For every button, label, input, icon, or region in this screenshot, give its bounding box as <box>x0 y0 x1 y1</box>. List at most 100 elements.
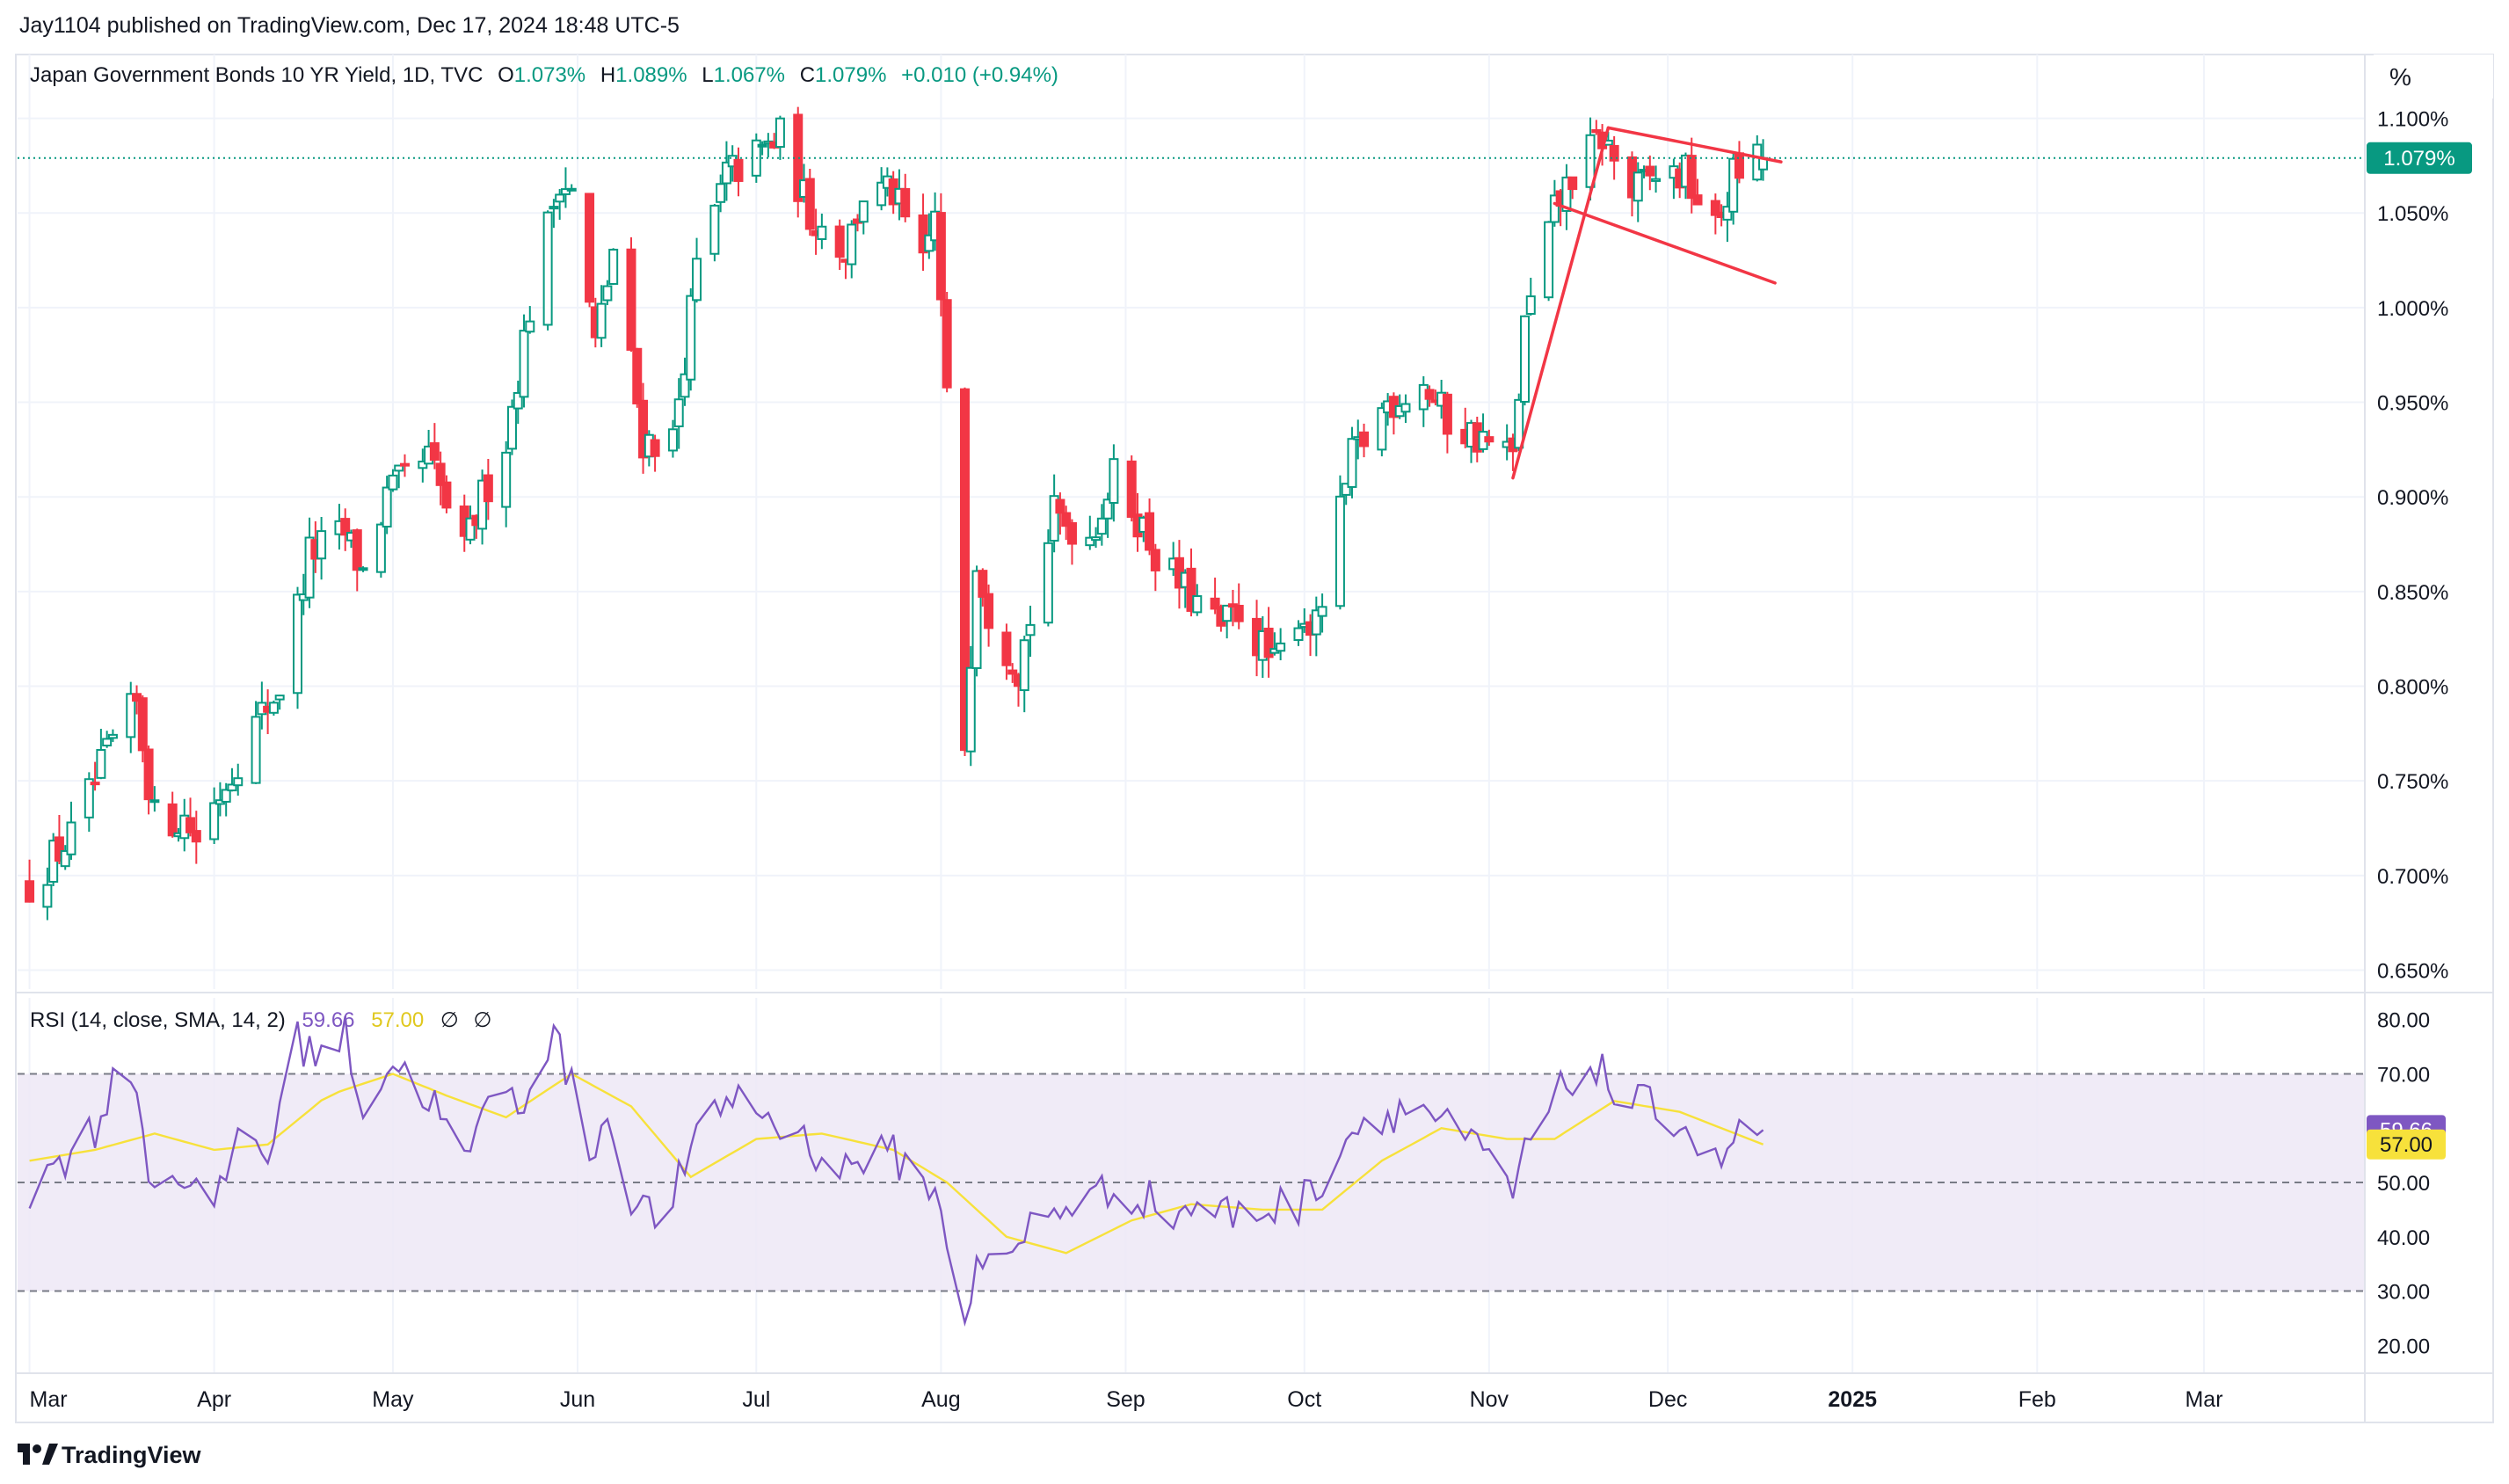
candle-body <box>1651 178 1662 182</box>
candle-body <box>817 225 827 241</box>
rsi-tick-label: 80.00 <box>2377 1009 2430 1033</box>
candle <box>1145 498 1155 556</box>
candle-body <box>1293 627 1304 642</box>
candle <box>1722 192 1733 243</box>
trendline <box>1553 201 1777 285</box>
candle <box>251 701 261 784</box>
candle <box>596 285 607 347</box>
candle-body <box>394 464 404 472</box>
candle-body <box>1126 460 1137 518</box>
price-axis[interactable]: 1.100% 1.050% 1.000% 0.950% 0.900% 0.850% 0.80… <box>2377 108 2448 984</box>
candle-body <box>900 187 911 218</box>
candle-body <box>602 285 613 302</box>
candle-body <box>96 749 106 779</box>
candle-body <box>1102 498 1113 520</box>
candle-body <box>251 716 261 784</box>
candle <box>1347 426 1357 498</box>
candle <box>1096 504 1107 546</box>
tradingview-logo[interactable]: TradingView <box>18 1442 202 1468</box>
candle <box>965 645 976 767</box>
candle-body <box>971 570 982 669</box>
candle <box>477 469 488 545</box>
candle-body <box>1109 458 1119 504</box>
candle <box>1633 162 1643 222</box>
candle <box>418 448 428 483</box>
candle <box>1085 515 1095 550</box>
legend-low-label: L <box>702 63 713 87</box>
candle-body <box>1043 542 1053 624</box>
sma-badge-label: 57.00 <box>2380 1133 2433 1157</box>
candle <box>340 508 351 551</box>
rsi-legend-value: 59.66 <box>302 1008 354 1032</box>
candle-body <box>1347 438 1357 488</box>
candle-body <box>638 399 649 459</box>
candle-body <box>66 821 76 855</box>
candle-body <box>1276 642 1286 652</box>
candle <box>775 115 785 160</box>
candle-body <box>137 697 148 752</box>
candle-body <box>293 593 303 695</box>
candle <box>513 381 523 425</box>
candle-body <box>1734 152 1744 179</box>
candle-body <box>1019 639 1029 692</box>
candle-body <box>1514 398 1524 449</box>
candle <box>1043 529 1053 627</box>
candle-body <box>84 778 94 818</box>
candle <box>1186 548 1196 617</box>
candle <box>1645 155 1655 191</box>
candle-body <box>858 200 869 223</box>
candlestick-series <box>25 106 1769 920</box>
price-tick-label: 0.750% <box>2377 770 2448 794</box>
price-tick-label: 0.900% <box>2377 486 2448 510</box>
candle <box>1025 605 1036 658</box>
last-price-label: 1.079% <box>2383 147 2454 171</box>
candle-body <box>506 405 517 450</box>
time-tick-label: Dec <box>1648 1387 1687 1412</box>
candle-body <box>1609 144 1619 162</box>
time-tick-label: 2025 <box>1828 1387 1877 1412</box>
candle <box>1525 277 1536 316</box>
candle-body <box>1085 536 1095 547</box>
candle <box>1692 178 1703 206</box>
candle-body <box>382 486 392 528</box>
candle-body <box>1192 595 1203 614</box>
candle-body <box>1692 194 1703 206</box>
candle <box>1561 164 1572 230</box>
candle-body <box>519 330 529 398</box>
candle <box>1263 607 1274 678</box>
candle <box>686 287 696 391</box>
candle-body <box>1567 176 1578 191</box>
legend-change: +0.010 (+0.94%) <box>901 63 1058 87</box>
candle-body <box>1263 627 1274 658</box>
time-axis[interactable]: Mar Apr May Jun Jul Aug Sep Oct Nov Dec 2025 Feb Mar <box>30 1387 2223 1412</box>
candle <box>221 782 231 817</box>
candle <box>66 801 76 860</box>
rsi-line <box>28 1015 1764 1327</box>
candle-body <box>673 398 684 427</box>
candle <box>1233 583 1244 629</box>
candle <box>1519 315 1530 406</box>
candle-body <box>1061 512 1072 527</box>
candle <box>971 565 982 677</box>
candle <box>1001 623 1012 680</box>
candle-body <box>1424 389 1435 400</box>
candle-body <box>185 817 196 833</box>
candle <box>1359 423 1370 458</box>
candle <box>602 280 613 306</box>
candle-body <box>1055 498 1065 514</box>
flag-trendlines[interactable] <box>1511 126 1783 480</box>
candle-body <box>775 117 785 149</box>
rsi-axis[interactable]: 80.00 70.00 50.00 40.00 30.00 20.00 <box>2377 1009 2430 1359</box>
candle-body <box>555 193 565 203</box>
unit-button[interactable]: % <box>2374 55 2493 98</box>
candle <box>1049 474 1059 553</box>
candle <box>519 314 529 408</box>
candle-body <box>90 782 100 786</box>
candle-body <box>692 258 702 302</box>
candle <box>1007 663 1018 683</box>
candle <box>1686 137 1697 214</box>
candle-body <box>375 523 386 573</box>
candle <box>375 521 386 578</box>
candle-body <box>435 462 446 486</box>
candle <box>90 761 100 791</box>
